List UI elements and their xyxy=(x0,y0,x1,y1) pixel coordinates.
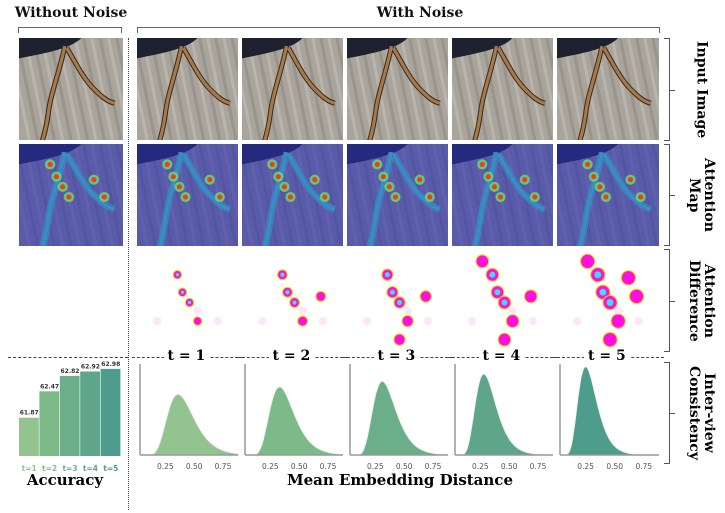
input-image-t5 xyxy=(557,38,659,140)
step-label: t = 5 xyxy=(584,348,630,364)
attention-map-clean xyxy=(19,144,123,246)
step-label: t = 4 xyxy=(478,348,525,364)
with-noise-header: With Noise xyxy=(376,5,464,21)
x-tick-label: 0.75 xyxy=(530,462,547,471)
label-attention-map: Attention Map xyxy=(686,158,717,232)
bar-value-label: 62.98 xyxy=(101,361,120,368)
accuracy-bar xyxy=(100,368,121,456)
x-tick-label: 0.75 xyxy=(215,462,232,471)
density-area xyxy=(245,386,344,456)
x-tick-label: 0.50 xyxy=(606,462,623,471)
distance-density-charts: 0.25 0.50 0.75 0.25 0.50 0.75 0.25 0.50 0.75 0.25… xyxy=(139,364,659,471)
density-area xyxy=(140,393,239,456)
x-tick-label: 0.50 xyxy=(501,462,518,471)
step-label: t = 2 xyxy=(268,348,315,364)
bar-category-label: t=5 xyxy=(103,464,118,473)
density-area xyxy=(350,381,449,456)
distance-caption: Mean Embedding Distance xyxy=(286,471,513,489)
row-bracket-difference xyxy=(664,249,675,352)
bar-category-label: t=4 xyxy=(83,464,98,473)
label-input-image: Input Image xyxy=(693,40,710,139)
input-image-t1 xyxy=(137,38,238,140)
bar-category-label: t=1 xyxy=(22,464,37,473)
without-noise-header: Without Noise xyxy=(14,5,128,21)
bar-value-label: 62.82 xyxy=(61,368,80,375)
x-tick-label: 0.50 xyxy=(186,462,203,471)
input-image-t3 xyxy=(347,38,448,140)
accuracy-bar xyxy=(80,371,100,456)
x-tick-label: 0.75 xyxy=(425,462,442,471)
label-attention-difference: Attention Difference xyxy=(686,259,717,342)
input-image-t4 xyxy=(452,38,553,140)
attention-difference-t3 xyxy=(347,249,448,352)
row-bracket-input xyxy=(664,38,675,141)
attention-map-t5 xyxy=(557,144,659,246)
with-noise-bracket xyxy=(137,27,660,33)
accuracy-bar-chart: 61.87 t=1 62.47 t=2 62.82 t=3 62.92 t=4 62.98 t=5 xyxy=(19,361,121,473)
accuracy-bar xyxy=(19,417,39,456)
without-noise-bracket xyxy=(18,27,122,33)
x-tick-label: 0.75 xyxy=(320,462,337,471)
density-area xyxy=(560,366,659,456)
x-tick-label: 0.50 xyxy=(396,462,413,471)
accuracy-caption: Accuracy xyxy=(26,471,104,489)
row-divider-left xyxy=(8,357,128,358)
bar-category-label: t=3 xyxy=(62,464,77,473)
x-tick-label: 0.25 xyxy=(262,462,279,471)
x-tick-label: 0.50 xyxy=(291,462,308,471)
bar-category-label: t=2 xyxy=(42,464,57,473)
attention-difference-t1 xyxy=(137,249,238,352)
attention-difference-t4 xyxy=(452,249,553,352)
column-divider xyxy=(128,38,129,510)
bar-value-label: 62.47 xyxy=(40,383,59,390)
step-label: t = 3 xyxy=(373,348,420,364)
attention-map-t3 xyxy=(347,144,448,246)
x-tick-label: 0.25 xyxy=(157,462,174,471)
input-image-clean xyxy=(19,38,123,140)
attention-map-t2 xyxy=(242,144,343,246)
attention-map-t1 xyxy=(137,144,238,246)
bar-value-label: 62.92 xyxy=(81,364,100,371)
row-bracket-attention xyxy=(664,144,675,246)
x-tick-label: 0.75 xyxy=(636,462,653,471)
step-label: t = 1 xyxy=(163,348,210,364)
accuracy-bar xyxy=(59,375,80,456)
label-inter-view-consistency: Inter-view Consistency xyxy=(686,366,717,460)
x-tick-label: 0.25 xyxy=(472,462,489,471)
x-tick-label: 0.25 xyxy=(577,462,594,471)
attention-difference-t5 xyxy=(557,249,659,352)
bar-value-label: 61.87 xyxy=(20,410,39,417)
attention-map-t4 xyxy=(452,144,553,246)
input-image-t2 xyxy=(242,38,343,140)
attention-difference-t2 xyxy=(242,249,343,352)
density-area xyxy=(455,373,554,456)
x-tick-label: 0.25 xyxy=(367,462,384,471)
accuracy-bar xyxy=(39,391,60,456)
row-bracket-consistency xyxy=(664,362,675,464)
